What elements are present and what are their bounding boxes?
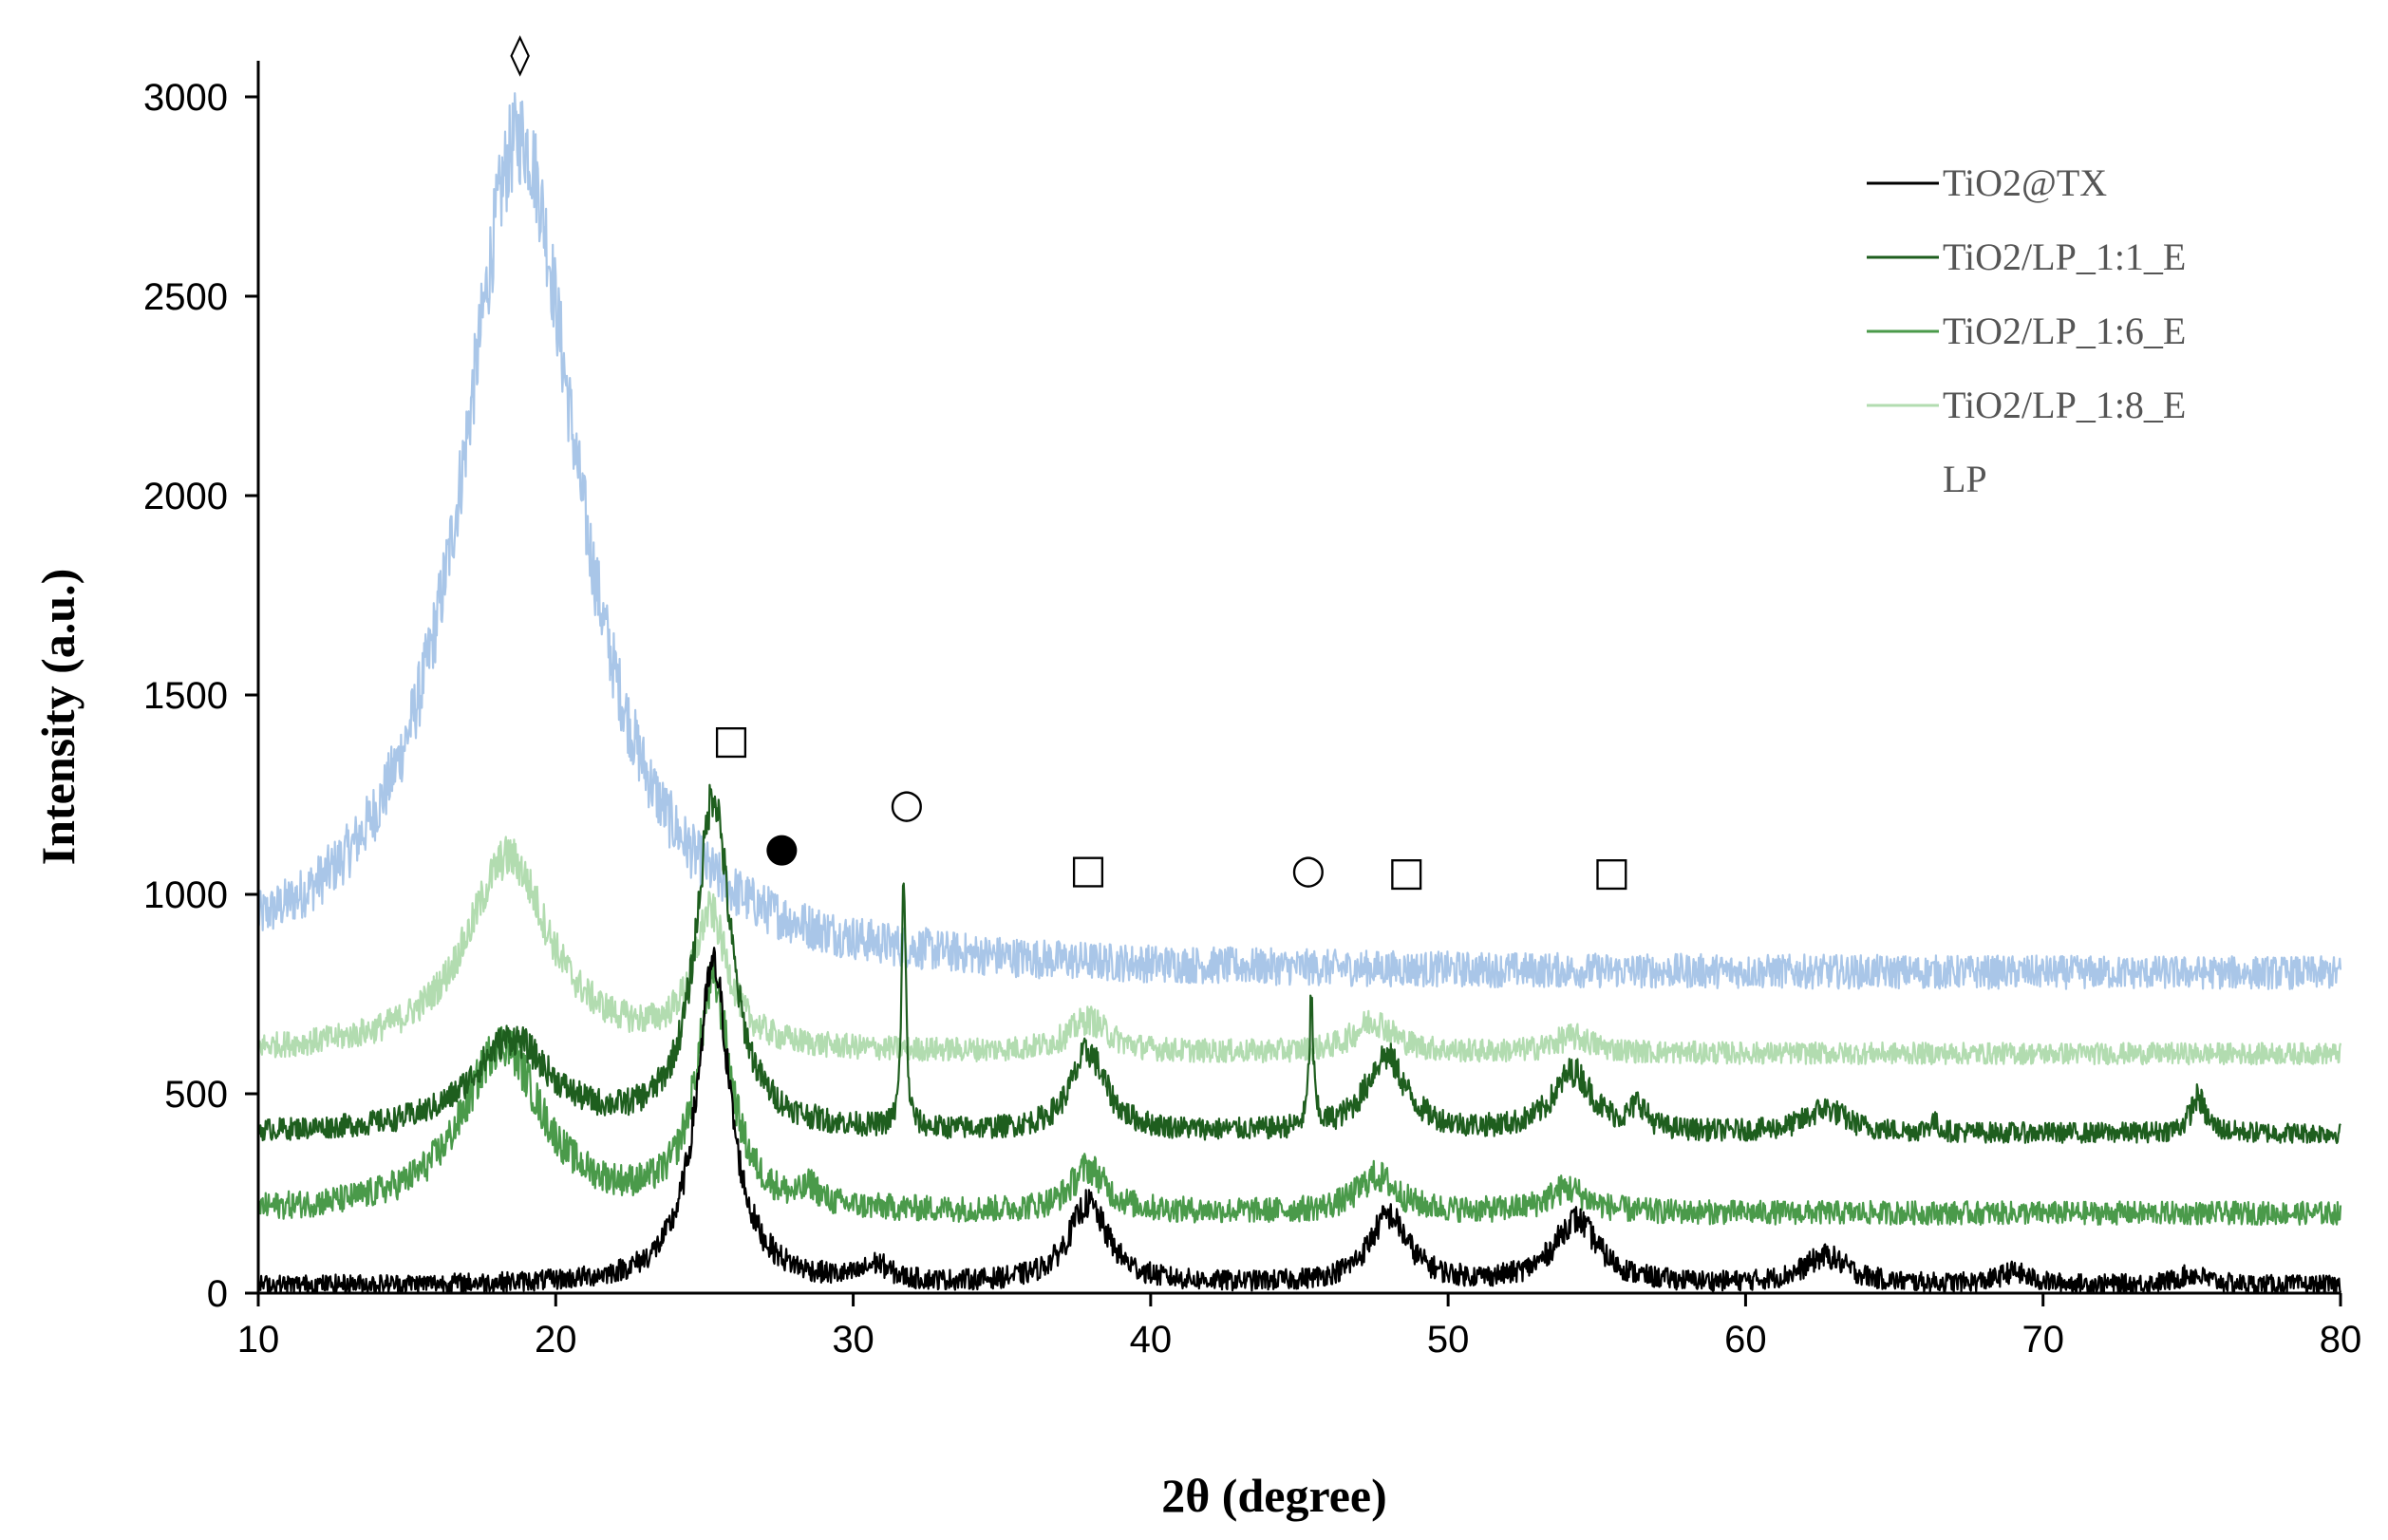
series-line-tio2-lp-1-6-e	[256, 957, 2342, 1227]
annotation-layer: ◊ □ ● ○ □ ○ □ □	[510, 30, 1630, 894]
peak-marker-diamond: ◊	[510, 30, 530, 77]
series-layer	[256, 92, 2342, 1295]
peak-marker-square: □	[1069, 846, 1107, 892]
peak-marker-square: □	[1593, 848, 1631, 894]
peak-marker-filled-circle: ●	[764, 824, 799, 871]
y-tick-label: 1500	[143, 675, 228, 717]
x-tick-label: 80	[2320, 1319, 2362, 1361]
legend-label: TiO2@TX	[1943, 161, 2107, 204]
series-line-tio2-lp-1-1-e	[256, 783, 2341, 1144]
series-line-tio2-tx	[256, 947, 2342, 1295]
legend-label: LP	[1943, 458, 1987, 500]
x-tick-label: 50	[1427, 1319, 1470, 1361]
axes-layer	[256, 61, 2341, 1295]
legend-label: TiO2/LP_1:6_E	[1943, 310, 2186, 352]
y-tick-label: 2500	[143, 276, 228, 318]
x-tick-label: 60	[1724, 1319, 1767, 1361]
y-tick-label: 2000	[143, 476, 228, 517]
x-tick-label: 10	[237, 1319, 280, 1361]
legend-label: TiO2/LP_1:1_E	[1943, 235, 2186, 278]
y-axis-title: Intensity (a.u.)	[31, 569, 85, 866]
x-tick-label: 40	[1130, 1319, 1173, 1361]
x-tick-label: 20	[535, 1319, 577, 1361]
y-tick-label: 0	[207, 1273, 228, 1315]
y-tick-label: 3000	[143, 77, 228, 119]
x-axis-title: 2θ (degree)	[1161, 1469, 1387, 1522]
series-line-lp	[256, 92, 2342, 990]
ticks-layer: 10 20 30 40 50 60 70 80 0 500 1000 1500 2000 2500 3000	[143, 77, 2361, 1361]
y-tick-label: 1000	[143, 874, 228, 916]
legend-label: TiO2/LP_1:8_E	[1943, 384, 2186, 426]
peak-marker-open-circle: ○	[890, 779, 925, 826]
peak-marker-square: □	[1387, 848, 1425, 894]
series-line-tio2-lp-1-8-e	[256, 836, 2342, 1066]
peak-marker-open-circle: ○	[1291, 846, 1326, 892]
peak-marker-square: □	[712, 716, 750, 762]
legend: TiO2@TX TiO2/LP_1:1_E TiO2/LP_1:6_E TiO2/LP…	[1867, 161, 2186, 500]
x-tick-label: 70	[2021, 1319, 2064, 1361]
y-tick-label: 500	[164, 1074, 228, 1116]
x-tick-label: 30	[832, 1319, 874, 1361]
